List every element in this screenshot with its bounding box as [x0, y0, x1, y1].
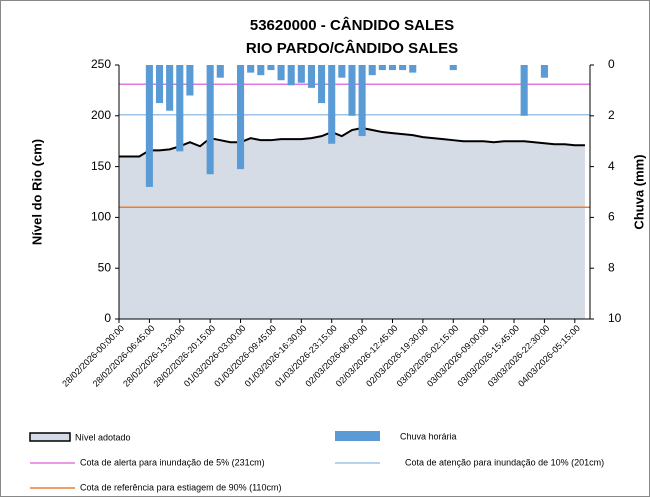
rain-bar [399, 65, 407, 71]
rain-bar [338, 65, 346, 78]
rain-bar [166, 65, 174, 111]
y2-tick-label: 2 [608, 108, 615, 122]
rain-bar [449, 65, 457, 71]
y-tick-label: 100 [91, 210, 111, 224]
rain-bar [287, 65, 295, 86]
level-area [119, 127, 585, 319]
legend-label: Cota de referência para estiagem de 90% … [80, 482, 281, 492]
rain-bar [388, 65, 397, 71]
y2-tick-label: 8 [608, 260, 615, 274]
y-tick-label: 50 [98, 260, 112, 274]
chart-subtitle: RIO PARDO/CÂNDIDO SALES [246, 39, 458, 57]
legend-swatch [335, 431, 380, 441]
legend-swatch [29, 432, 71, 442]
y-axis-title: Nível do Rio (cm) [29, 139, 44, 245]
rain-bar [267, 65, 275, 71]
rain-bar [186, 65, 194, 96]
rain-bar [237, 65, 245, 170]
rain-bar [318, 65, 326, 104]
rain-bar [307, 65, 315, 88]
rain-bar [176, 65, 184, 152]
y-tick-label: 200 [91, 108, 111, 122]
y-tick-label: 150 [91, 159, 111, 173]
rain-bar [409, 65, 417, 73]
legend-label: Nível adotado [75, 432, 131, 442]
rain-bar [277, 65, 285, 81]
y-tick-label: 250 [91, 57, 111, 71]
chart-title: 53620000 - CÂNDIDO SALES [250, 16, 454, 34]
legend-label: Cota de atenção para inundação de 10% (2… [405, 457, 604, 467]
y2-tick-label: 6 [608, 210, 615, 224]
y2-tick-label: 0 [608, 57, 615, 71]
y2-tick-label: 4 [608, 159, 615, 173]
rain-bar [206, 65, 214, 175]
rain-bar [540, 65, 548, 78]
level-line [119, 126, 585, 158]
legend-label: Chuva horária [400, 431, 457, 441]
rain-bar [297, 65, 305, 83]
y-tick-label: 0 [104, 311, 111, 325]
y2-tick-label: 10 [608, 311, 622, 325]
rain-bar [328, 65, 336, 144]
rain-bar [520, 65, 528, 116]
rain-bar [216, 65, 224, 78]
rain-bar [145, 65, 153, 187]
rain-bar [358, 65, 366, 137]
rain-bar [378, 65, 386, 71]
y2-axis-title: Chuva (mm) [631, 154, 646, 229]
legend-label: Cota de alerta para inundação de 5% (231… [80, 457, 265, 467]
rain-bar [155, 65, 164, 104]
rain-bar [368, 65, 376, 76]
rain-bar [257, 65, 265, 76]
rain-bar [247, 65, 255, 73]
rain-bar [348, 65, 356, 116]
